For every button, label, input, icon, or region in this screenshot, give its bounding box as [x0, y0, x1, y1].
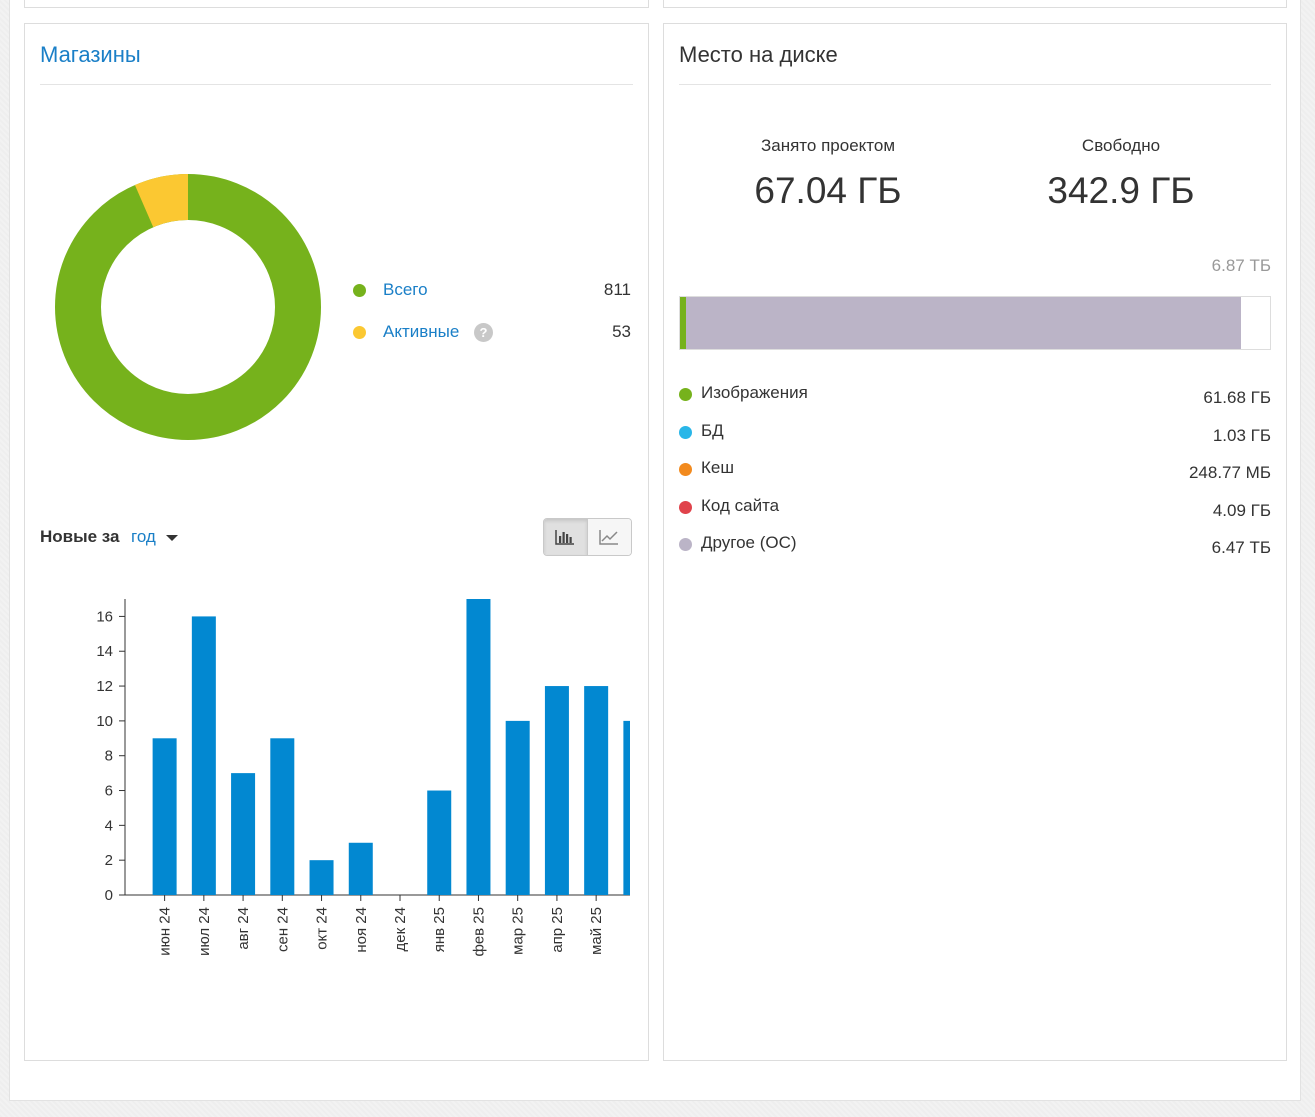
- bar[interactable]: [505, 720, 530, 895]
- disk-label-other: Другое (ОС): [701, 533, 797, 552]
- y-tick-label: 10: [96, 713, 113, 730]
- disk-dot-db: [679, 426, 692, 439]
- bar-chart-icon: [555, 530, 575, 545]
- bar-view-button[interactable]: [544, 519, 588, 555]
- x-tick-label: сен 24: [274, 907, 291, 952]
- y-tick-label: 6: [105, 783, 113, 800]
- x-tick-label: окт 24: [314, 907, 331, 950]
- disk-label-code: Код сайта: [701, 496, 780, 515]
- disk-panel: Место на диске Занято проектом 67.04 ГБ …: [663, 23, 1287, 1061]
- x-tick-label: янв 25: [431, 907, 448, 952]
- disk-dot-cache: [679, 463, 692, 476]
- stores-donut-chart: [53, 172, 323, 442]
- bar[interactable]: [584, 686, 609, 895]
- disk-title: Место на диске: [679, 42, 838, 67]
- disk-label-images: Изображения: [701, 383, 808, 402]
- disk-label-cache: Кеш: [701, 458, 734, 477]
- free-value: 342.9 ГБ: [1047, 170, 1195, 211]
- used-label: Занято проектом: [760, 136, 896, 155]
- disk-value-images: 61.68 ГБ: [1203, 388, 1271, 407]
- used-value: 67.04 ГБ: [754, 170, 902, 211]
- x-tick-label: авг 24: [235, 907, 252, 950]
- bar[interactable]: [231, 773, 256, 895]
- bar[interactable]: [623, 720, 630, 895]
- disk-item-other: Другое (ОС) 6.47 ТБ: [679, 533, 1271, 557]
- free-label: Свободно: [1081, 136, 1161, 155]
- disk-value-other: 6.47 ТБ: [1211, 538, 1271, 557]
- bar[interactable]: [270, 738, 295, 895]
- disk-total-label: 6.87 ТБ: [1211, 256, 1271, 275]
- legend-value-active: 53: [612, 322, 631, 341]
- chevron-down-icon[interactable]: [166, 535, 178, 541]
- disk-label-db: БД: [701, 421, 724, 440]
- disk-title-divider: [679, 84, 1271, 85]
- line-view-button[interactable]: [587, 519, 631, 555]
- legend-dot-total: [353, 284, 366, 297]
- x-tick-label: июл 24: [196, 907, 213, 956]
- top-panel-stub-left: [24, 0, 649, 8]
- legend-item-active: Активные ? 53: [353, 322, 631, 344]
- used-stat: Занято проектом 67.04 ГБ: [703, 136, 953, 212]
- disk-item-images: Изображения 61.68 ГБ: [679, 383, 1271, 407]
- help-icon[interactable]: ?: [474, 323, 493, 342]
- bar[interactable]: [348, 842, 373, 895]
- disk-usage-bar: [679, 296, 1271, 350]
- y-tick-label: 0: [105, 887, 113, 904]
- dashboard: Магазины Всего 811 Активные ? 53 Новые з…: [9, 0, 1301, 1101]
- new-stores-label: Новые за: [40, 527, 120, 546]
- y-tick-label: 16: [96, 608, 113, 625]
- chart-view-toggle: [543, 518, 632, 556]
- y-tick-label: 12: [96, 678, 113, 695]
- disk-value-db: 1.03 ГБ: [1212, 426, 1271, 445]
- y-tick-label: 8: [105, 748, 113, 765]
- stores-title-divider: [40, 84, 633, 85]
- disk-item-db: БД 1.03 ГБ: [679, 421, 1271, 445]
- disk-usage-project-segment: [680, 297, 686, 349]
- bar[interactable]: [427, 790, 452, 895]
- bar[interactable]: [544, 686, 569, 895]
- disk-item-code: Код сайта 4.09 ГБ: [679, 496, 1271, 520]
- disk-value-code: 4.09 ГБ: [1212, 501, 1271, 520]
- bar[interactable]: [152, 738, 177, 895]
- y-tick-label: 2: [105, 852, 113, 869]
- period-dropdown[interactable]: год: [131, 527, 156, 546]
- x-tick-label: июн 24: [157, 907, 174, 956]
- line-chart-icon: [599, 530, 619, 545]
- free-stat: Свободно 342.9 ГБ: [996, 136, 1246, 212]
- legend-label-active[interactable]: Активные: [383, 322, 460, 341]
- top-panel-stub-right: [663, 0, 1287, 8]
- legend-item-total: Всего 811: [353, 280, 631, 302]
- disk-item-cache: Кеш 248.77 МБ: [679, 458, 1271, 482]
- bar[interactable]: [309, 860, 334, 895]
- donut-group: [53, 172, 323, 442]
- disk-usage-other-segment: [685, 297, 1242, 349]
- new-stores-bar-chart: 0 2 4 6 8 10 12 14 16 июн 24 июл 24 авг 24 сен 24 окт…: [96, 599, 630, 957]
- y-tick-label: 4: [105, 817, 113, 834]
- x-tick-label: май 25: [588, 907, 605, 955]
- x-tick-label: апр 25: [549, 907, 566, 953]
- donut-slice-active[interactable]: [53, 172, 323, 442]
- legend-dot-active: [353, 326, 366, 339]
- stores-title-link[interactable]: Магазины: [40, 42, 141, 67]
- x-tick-label: июн 25: [627, 907, 630, 956]
- x-tick-label: мар 25: [510, 907, 527, 955]
- donut-slice-total[interactable]: [55, 174, 321, 440]
- disk-value-cache: 248.77 МБ: [1188, 463, 1271, 482]
- disk-dot-code: [679, 501, 692, 514]
- disk-dot-other: [679, 538, 692, 551]
- y-tick-label: 14: [96, 643, 113, 660]
- legend-label-total[interactable]: Всего: [383, 280, 428, 299]
- bar[interactable]: [466, 599, 491, 895]
- disk-dot-images: [679, 388, 692, 401]
- bar[interactable]: [191, 616, 216, 895]
- stores-panel: Магазины Всего 811 Активные ? 53 Новые з…: [24, 23, 649, 1061]
- legend-value-total: 811: [603, 280, 631, 299]
- x-tick-label: фев 25: [470, 907, 487, 957]
- x-tick-label: ноя 24: [353, 907, 370, 953]
- x-tick-label: дек 24: [392, 907, 409, 952]
